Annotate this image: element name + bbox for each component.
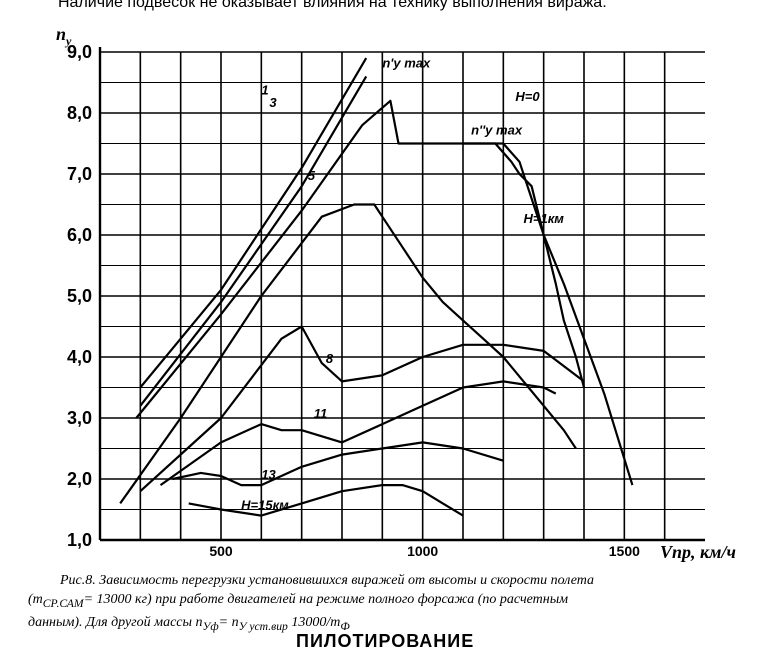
chart: 1,0 2,0 3,0 4,0 5,0 6,0 7,0 8,0 9,0 500 1000 1500 1…: [56, 24, 736, 562]
caption-line2-sub: СР.САМ: [42, 596, 84, 610]
series-line: [159, 380, 557, 486]
caption-line2b: = 13000 кг) при работе двигателей на реж…: [83, 592, 569, 607]
annotation: H=15км: [241, 498, 289, 513]
caption-line3c: 13000/m: [291, 614, 341, 630]
series-line: [463, 142, 634, 486]
annotation: H=1км: [524, 211, 565, 226]
grid: [98, 47, 705, 542]
y-tick-label: 8,0: [67, 103, 92, 123]
caption-fig: Рис.8.: [60, 573, 96, 588]
series-group: [119, 57, 634, 517]
x-tick-label: 1500: [609, 543, 640, 559]
top-text: Наличие подвесок не оказывает влияния на…: [58, 0, 607, 11]
series-line: [139, 325, 585, 493]
x-tick-label: 1000: [407, 543, 438, 559]
caption-line3-sub2: У уст.вир: [238, 619, 288, 633]
series-label: 3: [269, 95, 277, 110]
caption-line1: Зависимость перегрузки установившихся ви…: [99, 573, 595, 588]
series-label: 1: [261, 83, 268, 98]
annotation: H=0: [515, 89, 540, 104]
x-tick-label: 500: [209, 543, 233, 559]
caption-line3-sub1: Уф: [202, 619, 219, 633]
y-tick-label: 3,0: [67, 408, 92, 428]
series-label: 11: [314, 406, 328, 421]
tick-labels: 1,0 2,0 3,0 4,0 5,0 6,0 7,0 8,0 9,0 500 1000 1500: [67, 42, 640, 559]
series-line: [139, 57, 368, 389]
annotation: n'y max: [382, 55, 431, 70]
y-tick-label: 1,0: [67, 530, 92, 550]
caption-line3b: = n: [218, 614, 239, 630]
annotation: n''y max: [471, 122, 523, 137]
y-tick-label: 4,0: [67, 347, 92, 367]
figure-caption: Рис.8. Зависимость перегрузки установивш…: [28, 571, 773, 636]
y-tick-label: 6,0: [67, 225, 92, 245]
y-tick-label: 9,0: [67, 42, 92, 62]
caption-line2a: (m: [28, 592, 43, 607]
series-line: [135, 99, 586, 419]
series-line: [172, 441, 504, 487]
series-label: 8: [326, 351, 334, 366]
y-tick-label: 5,0: [67, 286, 92, 306]
caption-line3-sub3: Ф: [340, 619, 350, 633]
caption-line3a: данным). Для другой массы n: [28, 614, 203, 630]
series-line: [188, 484, 464, 517]
x-axis-label: Vпр, км/ч: [660, 542, 736, 562]
series-label: 5: [308, 168, 316, 183]
y-axis-label-sub: y: [64, 34, 72, 48]
y-tick-label: 2,0: [67, 469, 92, 489]
series-line: [119, 203, 577, 505]
series-line: [139, 75, 368, 407]
y-axis-label: ny: [56, 24, 72, 48]
cut-off-heading: ПИЛОТИРОВАНИЕ: [296, 631, 475, 651]
y-tick-label: 7,0: [67, 164, 92, 184]
series-label: 13: [261, 467, 276, 482]
